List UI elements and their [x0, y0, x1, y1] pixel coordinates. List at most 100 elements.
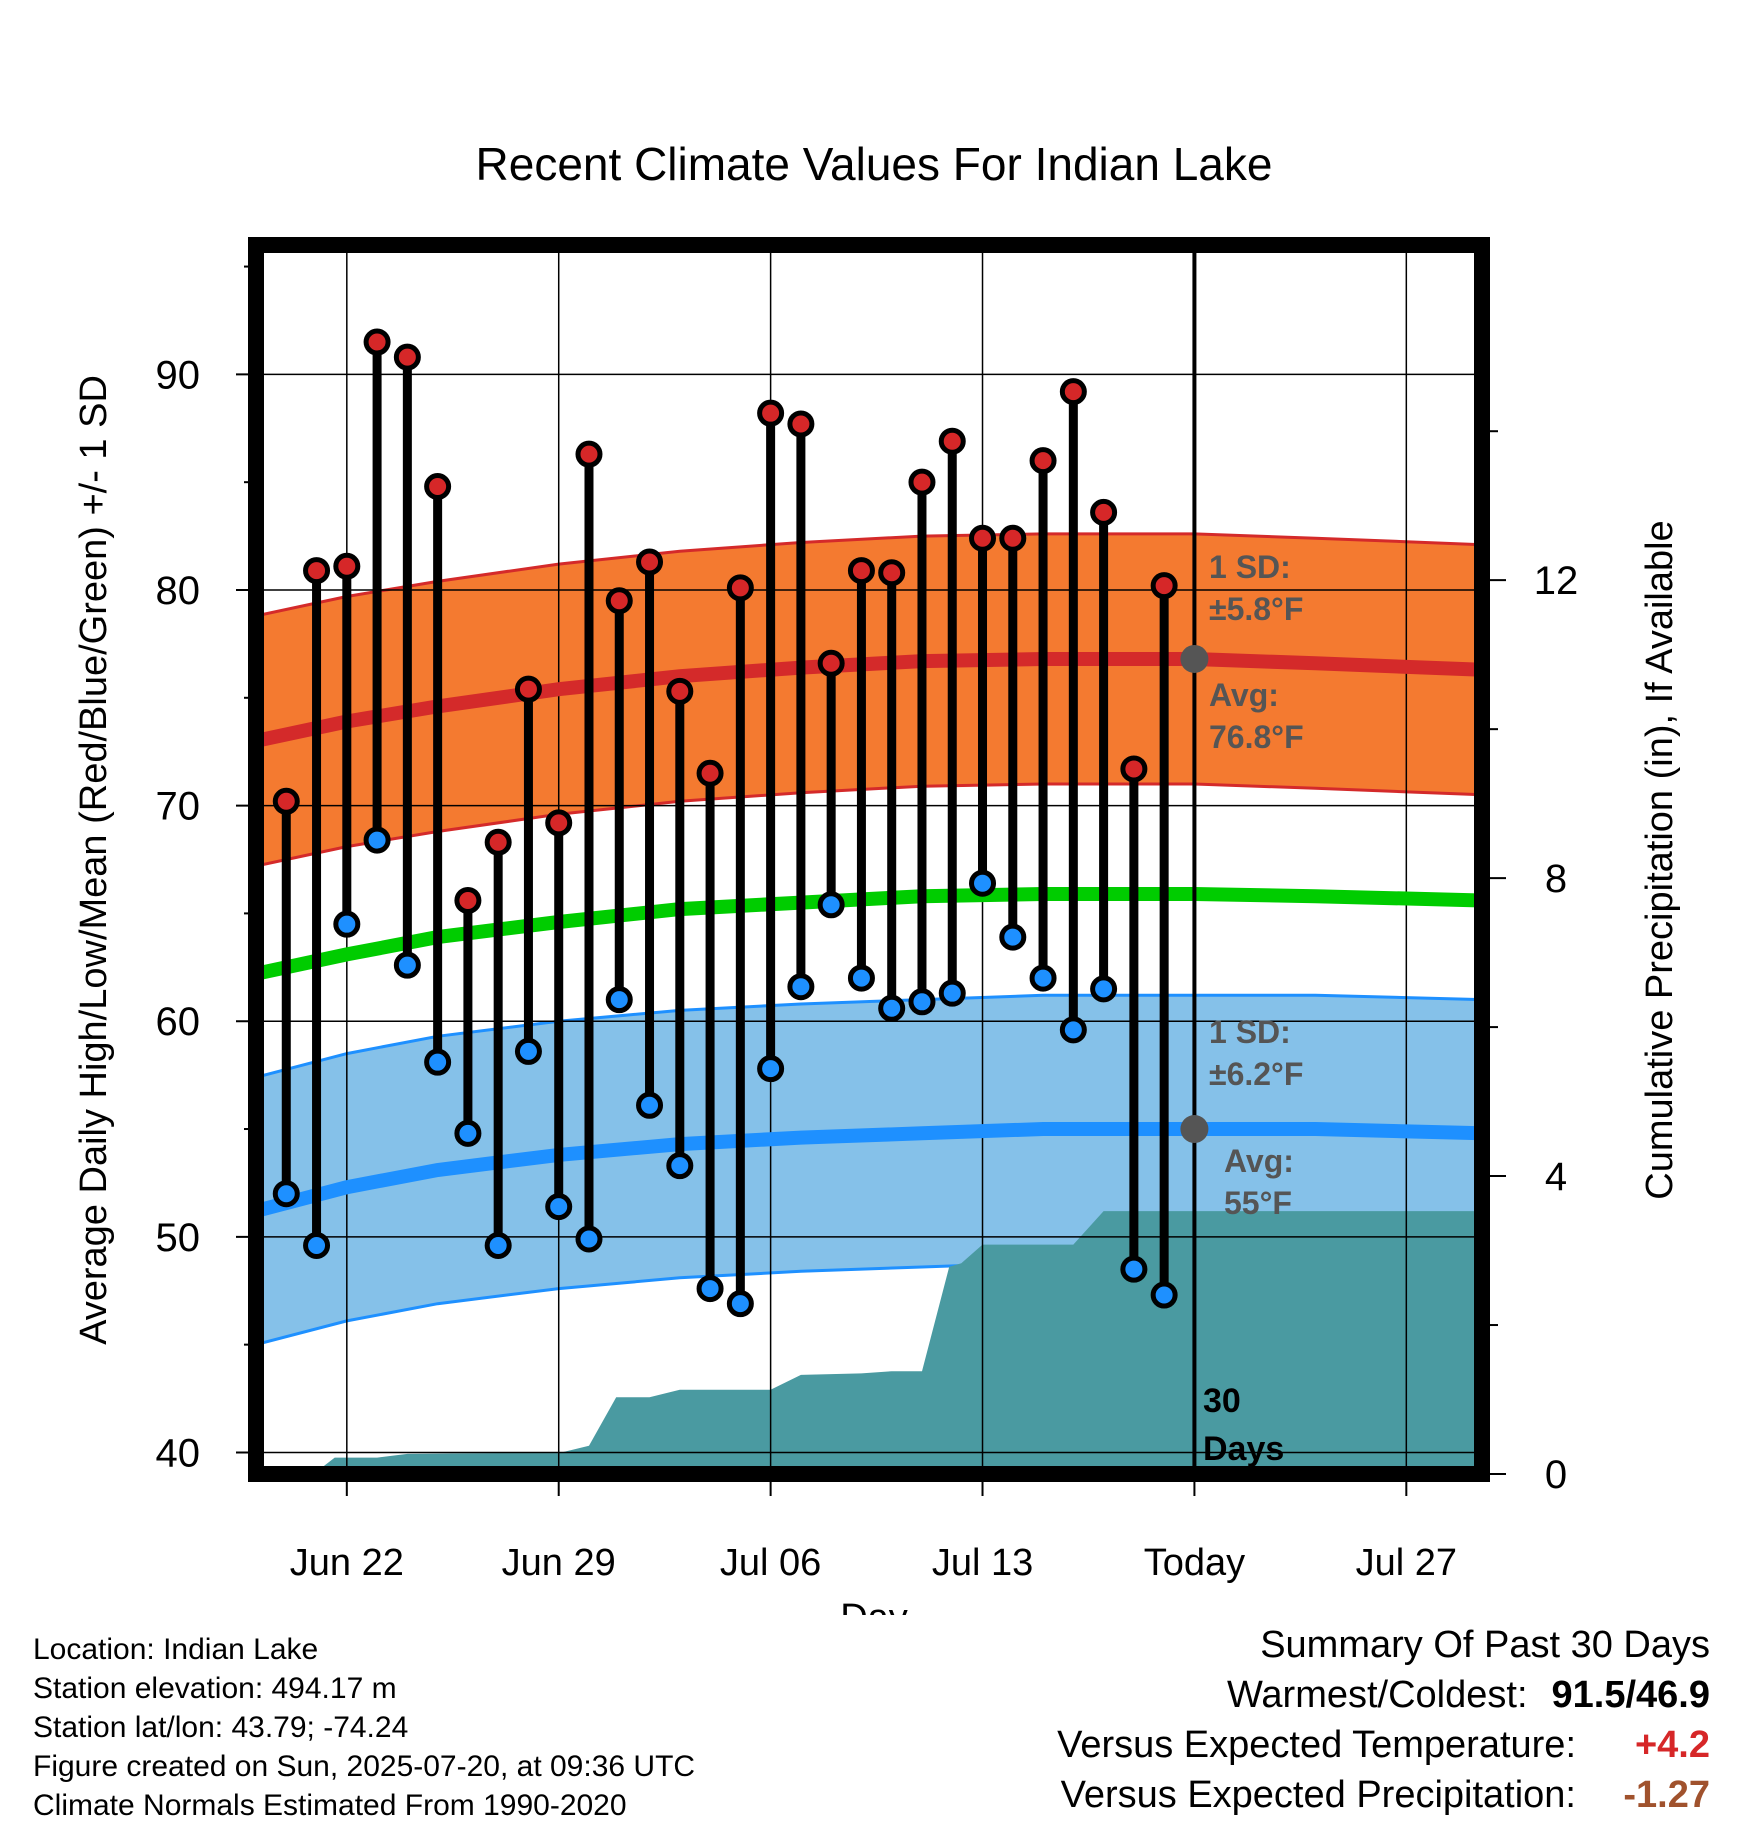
- daily-high-dot: [726, 574, 754, 602]
- warm-cold-value: 91.5/46.9: [1551, 1674, 1710, 1716]
- y-tick-label: 80: [156, 569, 201, 613]
- high-avg-value: 76.8°F: [1209, 719, 1304, 755]
- summary-panel: Summary Of Past 30 Days Warmest/Coldest:…: [1057, 1620, 1710, 1820]
- daily-high-dot: [878, 559, 906, 587]
- daily-high-dot: [1120, 755, 1148, 783]
- y-tick-label: 50: [156, 1216, 201, 1260]
- x-tick-label: Jul 13: [932, 1542, 1033, 1584]
- plot-frame: [248, 237, 1490, 1482]
- daily-low-dot: [393, 951, 421, 979]
- high-avg-label: Avg:: [1209, 677, 1279, 713]
- daily-low-dot: [363, 826, 391, 854]
- daily-high-dot: [817, 649, 845, 677]
- daily-high-dot: [1029, 447, 1057, 475]
- daily-low-dot: [878, 994, 906, 1022]
- daily-low-dot: [636, 1091, 664, 1119]
- daily-high-dot: [1090, 498, 1118, 526]
- window-days-number: 30: [1203, 1382, 1241, 1420]
- daily-high-dot: [272, 787, 300, 815]
- y-tick-label: 70: [156, 785, 201, 829]
- y-tick-label: 60: [156, 1000, 201, 1044]
- low-sd-upper-edge: [256, 993, 1482, 1079]
- y-axis-label: Average Daily High/Low/Mean (Red/Blue/Gr…: [73, 375, 115, 1345]
- daily-high-dot: [363, 328, 391, 356]
- precip-value: -1.27: [1623, 1774, 1710, 1816]
- daily-high-dot: [666, 677, 694, 705]
- elevation-text: Station elevation: 494.17 m: [33, 1672, 397, 1705]
- low-sd-value: ±6.2°F: [1209, 1056, 1303, 1092]
- x-axis-label: Day: [840, 1597, 908, 1615]
- temp-value: +4.2: [1634, 1724, 1710, 1766]
- daily-low-dot: [696, 1275, 724, 1303]
- window-days-label: Days: [1203, 1430, 1284, 1468]
- y2-tick-label: 4: [1545, 1155, 1567, 1199]
- daily-low-dot: [908, 988, 936, 1016]
- daily-high-dot: [999, 524, 1027, 552]
- precip-label: Versus Expected Precipitation:: [1060, 1774, 1576, 1816]
- daily-high-dot: [696, 759, 724, 787]
- daily-low-dot: [757, 1055, 785, 1083]
- y2-tick-label: 0: [1545, 1453, 1567, 1497]
- daily-high-dot: [575, 440, 603, 468]
- daily-low-dot: [454, 1119, 482, 1147]
- plot-area: 1 SD: ±5.8°F Avg: 76.8°F 1 SD: ±6.2°F Avg: 55°F…: [156, 237, 1579, 1584]
- precip-area: [256, 1211, 1482, 1474]
- location-text: Location: Indian Lake: [33, 1633, 319, 1666]
- daily-high-dot: [545, 809, 573, 837]
- daily-low-dot: [303, 1231, 331, 1259]
- daily-high-dot: [787, 410, 815, 438]
- y2-tick-label: 8: [1545, 857, 1567, 901]
- low-mean-line: [256, 1122, 1482, 1218]
- daily-low-dot: [817, 891, 845, 919]
- climate-chart: Recent Climate Values For Indian Lake 1 …: [73, 138, 1681, 1615]
- temp-label: Versus Expected Temperature:: [1057, 1724, 1576, 1766]
- x-tick-label: Jul 27: [1356, 1542, 1457, 1584]
- daily-high-dot: [757, 399, 785, 427]
- daily-low-dot: [575, 1225, 603, 1253]
- summary-warm-cold: Warmest/Coldest: 91.5/46.9: [1057, 1670, 1710, 1720]
- low-avg-label: Avg:: [1224, 1143, 1294, 1179]
- high-sd-value: ±5.8°F: [1209, 591, 1303, 627]
- daily-low-dot: [484, 1231, 512, 1259]
- daily-low-dot: [272, 1180, 300, 1208]
- daily-low-dot: [666, 1152, 694, 1180]
- daily-low-dot: [514, 1037, 542, 1065]
- chart-title: Recent Climate Values For Indian Lake: [476, 138, 1273, 190]
- created-text: Figure created on Sun, 2025-07-20, at 09…: [33, 1750, 696, 1783]
- high-sd-label: 1 SD:: [1209, 549, 1291, 585]
- daily-low-dot: [938, 979, 966, 1007]
- daily-low-dot: [1120, 1255, 1148, 1283]
- x-tick-label: Jun 29: [502, 1542, 616, 1584]
- daily-high-dot: [605, 587, 633, 615]
- daily-high-dot: [333, 552, 361, 580]
- x-tick-label: Today: [1144, 1542, 1245, 1584]
- daily-high-dot: [514, 675, 542, 703]
- summary-title: Summary Of Past 30 Days: [1260, 1624, 1710, 1666]
- daily-high-dot: [1059, 378, 1087, 406]
- daily-high-dot: [847, 557, 875, 585]
- daily-low-dot: [969, 869, 997, 897]
- daily-high-dot: [1150, 572, 1178, 600]
- today-high-normal-marker: [1180, 644, 1209, 673]
- x-tick-label: Jun 22: [290, 1542, 404, 1584]
- daily-low-dot: [787, 973, 815, 1001]
- low-avg-value: 55°F: [1224, 1185, 1292, 1221]
- x-tick-label: Jul 06: [720, 1542, 821, 1584]
- daily-high-dot: [938, 427, 966, 455]
- daily-high-dot: [636, 548, 664, 576]
- y-tick-label: 40: [156, 1431, 201, 1475]
- y-tick-label: 90: [156, 353, 201, 397]
- daily-low-dot: [847, 964, 875, 992]
- today-low-normal-marker: [1180, 1115, 1209, 1144]
- daily-high-dot: [454, 886, 482, 914]
- warm-cold-label: Warmest/Coldest:: [1226, 1674, 1528, 1716]
- daily-high-dot: [484, 828, 512, 856]
- daily-high-dot: [908, 468, 936, 496]
- y2-tick-label: 12: [1534, 559, 1579, 603]
- daily-low-dot: [1090, 975, 1118, 1003]
- daily-high-dot: [303, 557, 331, 585]
- summary-temp: Versus Expected Temperature: +4.2: [1057, 1720, 1710, 1770]
- latlon-text: Station lat/lon: 43.79; -74.24: [33, 1711, 409, 1744]
- daily-low-dot: [605, 986, 633, 1014]
- y2-axis-label: Cumulative Precipitation (in), If Availa…: [1639, 520, 1681, 1199]
